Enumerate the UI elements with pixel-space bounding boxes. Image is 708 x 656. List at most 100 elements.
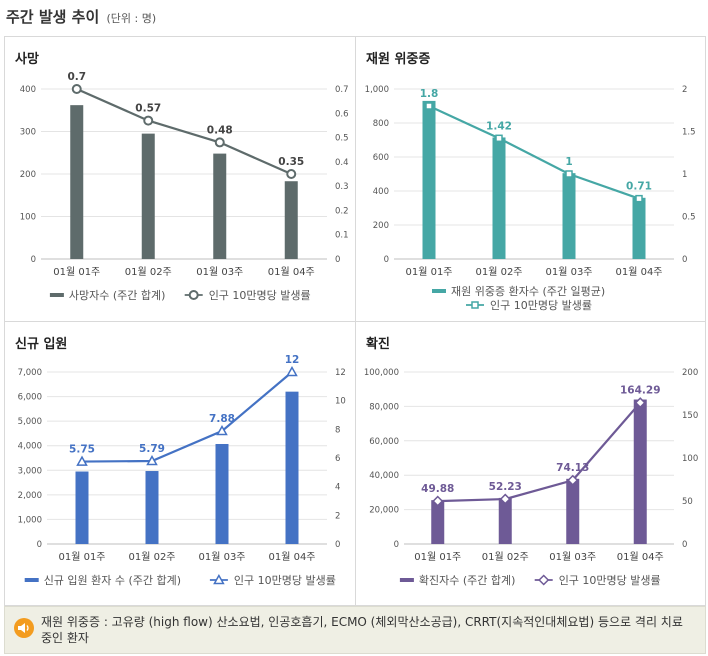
legend-marker xyxy=(188,290,199,300)
footer-note-text: 재원 위중증 : 고유량 (high flow) 산소요법, 인공호흡기, EC… xyxy=(41,615,683,645)
right-tick-label: 12 xyxy=(335,368,346,378)
left-tick-label: 1,000 xyxy=(365,85,389,95)
line-point xyxy=(76,455,88,466)
left-tick-label: 200 xyxy=(20,170,36,180)
deaths-chart-svg: 사망 0 100 200 300 400 0 0.1 0.2 0.3 0.4 0.5 0.6 0.7 01월… xyxy=(15,51,349,302)
page-title-text: 주간 발생 추이 xyxy=(6,8,100,26)
bar xyxy=(633,399,647,544)
data-label: 74.13 xyxy=(556,462,589,474)
legend-label: 인구 10만명당 발생률 xyxy=(490,299,592,312)
legend-label: 사망자수 (주간 합계) xyxy=(69,289,166,302)
charts-grid: 사망 0 100 200 300 400 0 0.1 0.2 0.3 0.4 0.5 0.6 0.7 01월… xyxy=(4,36,706,606)
line-point xyxy=(286,365,298,377)
x-tick-label: 01월 04주 xyxy=(617,551,664,563)
left-tick-label: 20,000 xyxy=(369,506,399,516)
line-point xyxy=(634,397,646,409)
left-tick-label: 100,000 xyxy=(364,368,399,378)
right-tick-label: 0 xyxy=(335,255,340,265)
chart-title: 확진 xyxy=(366,336,390,352)
line-point xyxy=(286,169,297,179)
left-tick-label: 0 xyxy=(394,540,399,550)
right-tick-label: 0.5 xyxy=(682,213,696,223)
deaths-chart-panel: 사망 0 100 200 300 400 0 0.1 0.2 0.3 0.4 0.5 0.6 0.7 01월… xyxy=(5,37,356,322)
legend-label: 인구 10만명당 발생률 xyxy=(234,574,336,587)
left-tick-label: 80,000 xyxy=(369,402,399,412)
x-tick-label: 01월 01주 xyxy=(414,551,461,563)
data-label: 49.88 xyxy=(421,483,454,495)
x-tick-label: 01월 01주 xyxy=(58,551,105,563)
right-tick-label: 0 xyxy=(682,255,687,265)
line-point xyxy=(146,454,158,466)
right-tick-label: 2 xyxy=(682,85,687,95)
line-point xyxy=(143,115,154,126)
bar xyxy=(498,497,512,544)
severe-chart-svg: 재원 위중증 0 200 400 600 800 1,000 0 0.5 1 1.5 2 01월 01주… xyxy=(365,52,696,312)
left-tick-label: 6,000 xyxy=(18,393,42,403)
right-tick-label: 0.7 xyxy=(335,85,349,95)
line-point xyxy=(499,493,511,505)
right-tick-label: 4 xyxy=(335,483,340,493)
legend-swatch-bar xyxy=(24,578,39,582)
bar xyxy=(431,500,445,544)
left-tick-label: 0 xyxy=(31,255,36,265)
legend-marker xyxy=(471,301,479,309)
data-label: 5.75 xyxy=(69,444,95,456)
left-tick-label: 3,000 xyxy=(18,466,42,476)
legend-swatch-bar xyxy=(432,289,446,293)
right-tick-label: 0.6 xyxy=(335,109,349,119)
data-label: 0.7 xyxy=(67,71,86,83)
legend-marker xyxy=(538,574,550,586)
right-tick-label: 1.5 xyxy=(682,128,696,138)
right-tick-label: 1 xyxy=(682,170,687,180)
bar xyxy=(215,443,229,544)
x-tick-label: 01월 03주 xyxy=(196,266,243,278)
right-tick-label: 6 xyxy=(335,454,340,464)
left-tick-label: 300 xyxy=(20,128,36,138)
x-tick-label: 01월 04주 xyxy=(268,551,315,563)
bar xyxy=(492,137,506,259)
admissions-chart-panel: 신규 입원 0 1,000 2,000 3,000 4,000 5,000 6,000 7,00… xyxy=(5,322,356,605)
x-tick-label: 01월 03주 xyxy=(549,551,596,563)
left-tick-label: 0 xyxy=(37,540,42,550)
left-tick-label: 5,000 xyxy=(18,417,42,427)
left-tick-label: 60,000 xyxy=(369,437,399,447)
right-tick-label: 0.1 xyxy=(335,231,349,241)
left-tick-label: 100 xyxy=(20,213,36,223)
legend-swatch-bar xyxy=(49,293,64,297)
bar xyxy=(632,197,646,259)
series-line xyxy=(76,87,292,176)
left-tick-label: 0 xyxy=(384,255,389,265)
legend-swatch-bar xyxy=(399,578,414,582)
right-tick-label: 100 xyxy=(682,454,698,464)
legend-label: 인구 10만명당 발생률 xyxy=(559,574,661,587)
right-tick-label: 0.2 xyxy=(335,206,349,216)
data-label: 7.88 xyxy=(209,413,235,425)
line-point xyxy=(425,102,433,110)
right-tick-label: 50 xyxy=(682,497,693,507)
line-point xyxy=(71,84,82,94)
left-tick-label: 40,000 xyxy=(369,471,399,481)
data-label: 1.8 xyxy=(420,88,439,100)
legend-label: 신규 입원 환자 수 (주간 합계) xyxy=(44,574,181,587)
right-tick-label: 150 xyxy=(682,411,698,421)
data-label: 5.79 xyxy=(139,443,165,455)
bar xyxy=(141,133,155,259)
line-point xyxy=(635,194,643,203)
bar xyxy=(145,471,159,544)
series-line xyxy=(81,371,293,463)
data-label: 52.23 xyxy=(489,481,522,493)
line-point xyxy=(567,474,579,486)
x-tick-label: 01월 04주 xyxy=(268,266,315,278)
right-tick-label: 0.5 xyxy=(335,134,349,144)
bar xyxy=(562,173,576,259)
legend-marker xyxy=(213,573,225,585)
footer-note: 재원 위중증 : 고유량 (high flow) 산소요법, 인공호흡기, EC… xyxy=(4,606,706,654)
admissions-chart-svg: 신규 입원 0 1,000 2,000 3,000 4,000 5,000 6,000 7,00… xyxy=(15,337,346,587)
x-tick-label: 01월 02주 xyxy=(482,551,529,563)
x-tick-label: 01월 02주 xyxy=(475,266,522,278)
speaker-icon xyxy=(14,618,34,638)
left-tick-label: 2,000 xyxy=(18,491,42,501)
left-tick-label: 1,000 xyxy=(18,515,42,525)
data-label: 0.35 xyxy=(278,156,304,168)
data-label: 164.29 xyxy=(620,385,661,397)
